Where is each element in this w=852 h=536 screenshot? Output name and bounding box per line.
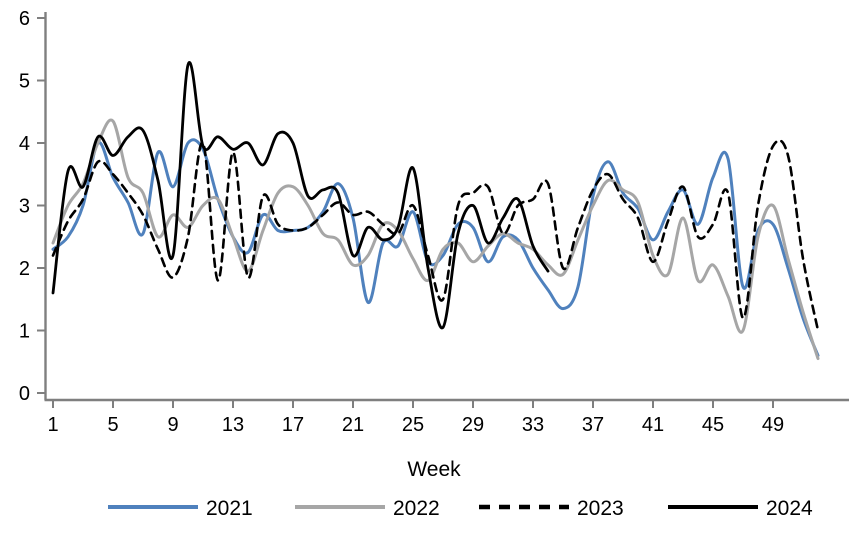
x-tick-label: 21 xyxy=(342,414,364,436)
x-tick-label: 9 xyxy=(167,414,178,436)
x-tick-label: 45 xyxy=(702,414,724,436)
series-line-2023 xyxy=(51,139,820,332)
legend: 2021 2022 2023 2024 xyxy=(108,497,813,520)
series-line-2024 xyxy=(51,60,550,330)
series-lines xyxy=(51,60,820,361)
y-axis: 0 1 2 3 4 5 6 xyxy=(19,8,47,405)
legend-item-2023: 2023 xyxy=(479,497,624,520)
y-tick-label: 1 xyxy=(19,321,30,343)
x-tick-label: 17 xyxy=(282,414,304,436)
y-tick-label: 2 xyxy=(19,258,30,280)
legend-item-2021: 2021 xyxy=(108,497,253,520)
x-tick-label: 33 xyxy=(522,414,544,436)
y-tick-label: 6 xyxy=(19,8,30,30)
legend-label-2023: 2023 xyxy=(577,497,624,520)
y-tick-label: 5 xyxy=(19,71,30,93)
legend-item-2024: 2024 xyxy=(668,497,813,520)
legend-label-2021: 2021 xyxy=(206,497,253,520)
y-tick-label: 0 xyxy=(19,383,30,405)
x-tick-label: 1 xyxy=(47,414,58,436)
x-axis-title: Week xyxy=(407,458,461,481)
x-tick-label: 41 xyxy=(642,414,664,436)
series-line-2022 xyxy=(51,118,820,361)
legend-item-2022: 2022 xyxy=(295,497,440,520)
x-tick-label: 13 xyxy=(222,414,244,436)
x-tick-label: 29 xyxy=(462,414,484,436)
legend-label-2022: 2022 xyxy=(393,497,440,520)
x-tick-label: 49 xyxy=(762,414,784,436)
legend-label-2024: 2024 xyxy=(766,497,813,520)
y-tick-label: 4 xyxy=(19,133,30,155)
x-tick-label: 5 xyxy=(107,414,118,436)
x-axis: 1 5 9 13 17 21 25 29 33 37 41 45 49 xyxy=(44,398,849,436)
x-tick-label: 25 xyxy=(402,414,424,436)
y-tick-label: 3 xyxy=(19,196,30,218)
x-tick-label: 37 xyxy=(582,414,604,436)
